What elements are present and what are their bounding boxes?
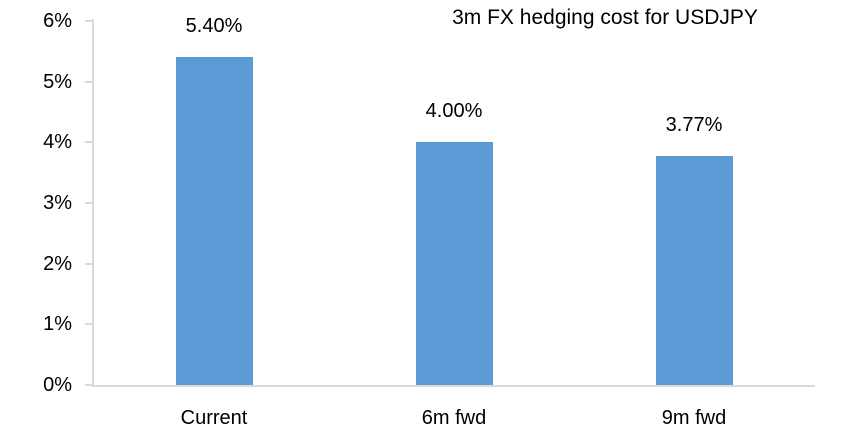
y-axis-tick [85, 201, 93, 204]
bar-value-label: 4.00% [425, 100, 483, 123]
bar-current [175, 57, 253, 385]
x-axis-category-label: 9m fwd [661, 407, 727, 429]
bar-value-label: 3.77% [665, 114, 723, 137]
bar-6m-fwd [415, 142, 493, 385]
y-axis-tick-label: 2% [43, 252, 72, 275]
y-axis-tick [85, 323, 93, 326]
x-axis-category-label: Current [180, 407, 248, 429]
y-axis-tick-label: 0% [43, 374, 72, 396]
chart-title: 3m FX hedging cost for USDJPY [452, 6, 758, 29]
bar-value-label: 5.40% [185, 15, 243, 38]
x-axis-category-label: 6m fwd [421, 407, 487, 429]
y-axis-tick-label: 6% [43, 9, 72, 32]
y-axis-tick-label: 1% [43, 313, 72, 336]
y-axis-tick [85, 262, 93, 265]
y-axis-line [92, 19, 94, 387]
y-axis-tick [85, 141, 93, 144]
y-axis-tick-label: 5% [43, 70, 72, 93]
x-axis-line [93, 385, 815, 387]
y-axis-tick-label: 3% [43, 191, 72, 214]
y-axis-tick [85, 80, 93, 83]
y-axis-tick [85, 19, 93, 22]
y-axis-tick [85, 384, 93, 386]
y-axis-tick-label: 4% [43, 131, 72, 154]
bar-9m-fwd [655, 156, 733, 385]
